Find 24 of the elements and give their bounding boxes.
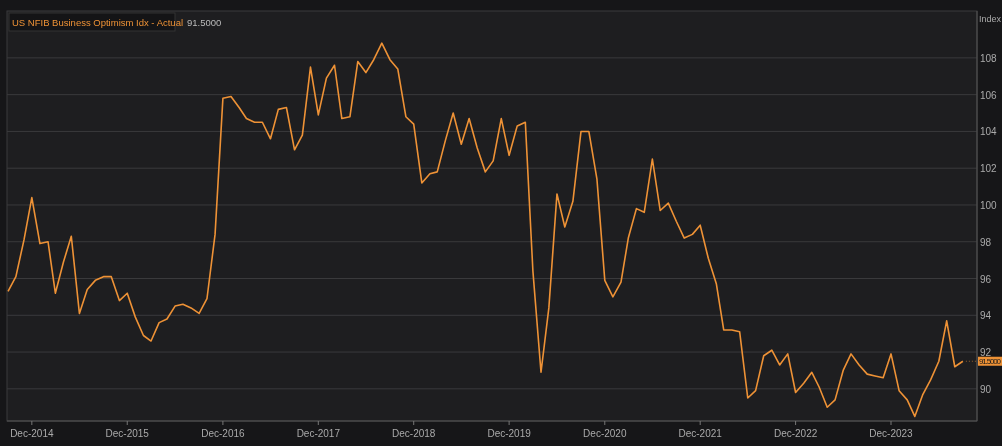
y-tick-label: 90 (980, 383, 992, 395)
y-tick-label: 98 (980, 236, 992, 248)
y-tick-label: 108 (980, 52, 998, 64)
y-tick-label: 96 (980, 273, 992, 285)
x-tick-label: Dec-2017 (296, 428, 341, 439)
y-tick-label: 94 (980, 310, 992, 322)
x-tick-label: Dec-2018 (392, 428, 436, 439)
text: US NFIB Business Optimism Idx - Actual (12, 17, 184, 28)
x-tick-label: Dec-2022 (773, 428, 818, 439)
text: 91.5000 (187, 17, 222, 28)
x-tick-label: Dec-2016 (201, 428, 246, 439)
y-tick-label: 102 (980, 163, 998, 175)
x-tick-label: Dec-2021 (678, 428, 723, 439)
y-tick-label: 104 (980, 126, 998, 138)
x-tick-label: Dec-2014 (10, 428, 54, 439)
y-tick-label: 106 (980, 89, 998, 101)
x-tick-label: Dec-2015 (105, 428, 150, 439)
x-tick-label: Dec-2019 (487, 428, 532, 439)
x-tick-label: Dec-2023 (869, 428, 914, 439)
y-tick-label: 92 (980, 347, 992, 359)
y-axis-title: Index (979, 14, 1002, 24)
x-tick-label: Dec-2020 (583, 428, 627, 439)
annotation: 91.5000 (979, 357, 1002, 367)
y-tick-label: 100 (980, 199, 998, 211)
